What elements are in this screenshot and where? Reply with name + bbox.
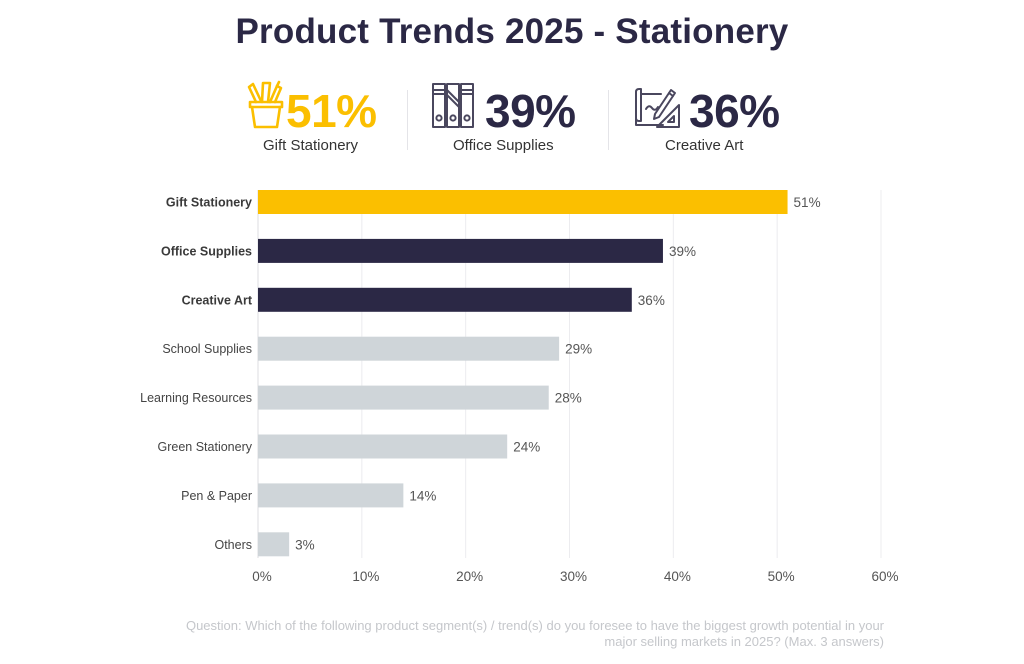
category-label: Gift Stationery bbox=[166, 196, 252, 210]
footnote: Question: Which of the following product… bbox=[124, 618, 884, 650]
page-title: Product Trends 2025 - Stationery bbox=[235, 12, 789, 51]
data-label: 29% bbox=[565, 342, 592, 357]
bar bbox=[258, 287, 632, 312]
x-tick-label: 20% bbox=[456, 569, 483, 584]
data-label: 24% bbox=[513, 440, 540, 455]
x-tick-label: 30% bbox=[560, 569, 587, 584]
kpi-value: 39% bbox=[485, 85, 576, 137]
bar bbox=[258, 434, 508, 459]
data-label: 51% bbox=[794, 195, 821, 210]
kpi-value: 51% bbox=[286, 85, 377, 137]
data-label: 14% bbox=[409, 488, 436, 503]
category-label: Others bbox=[214, 538, 252, 552]
x-tick-label: 10% bbox=[352, 569, 379, 584]
bar bbox=[258, 190, 788, 214]
footnote-line-1: Question: Which of the following product… bbox=[185, 618, 884, 633]
binders-icon bbox=[432, 83, 474, 128]
data-label: 39% bbox=[669, 244, 696, 259]
kpi-label: Office Supplies bbox=[453, 137, 554, 154]
kpi-office-supplies: 39% Office Supplies bbox=[430, 78, 600, 158]
x-tick-label: 60% bbox=[871, 569, 898, 584]
x-tick-label: 0% bbox=[252, 569, 272, 584]
bar bbox=[258, 483, 404, 508]
data-label: 28% bbox=[555, 391, 582, 406]
category-label: Green Stationery bbox=[158, 440, 253, 454]
category-label: Creative Art bbox=[182, 293, 253, 307]
data-label: 36% bbox=[638, 293, 665, 308]
kpi-value: 36% bbox=[689, 85, 780, 137]
bar bbox=[258, 336, 560, 361]
bar bbox=[258, 532, 290, 557]
bar bbox=[258, 385, 549, 410]
kpi-gift-stationery: 51% Gift Stationery bbox=[246, 78, 396, 158]
kpi-label: Gift Stationery bbox=[263, 137, 359, 154]
divider bbox=[407, 90, 408, 150]
x-tick-label: 40% bbox=[664, 569, 691, 584]
kpi-label: Creative Art bbox=[665, 137, 744, 154]
x-tick-label: 50% bbox=[768, 569, 795, 584]
drawing-tools-icon bbox=[635, 88, 680, 128]
category-label: Office Supplies bbox=[161, 244, 252, 258]
category-label: School Supplies bbox=[162, 342, 252, 356]
category-label: Learning Resources bbox=[140, 391, 252, 405]
pencil-cup-icon bbox=[247, 80, 284, 129]
kpi-creative-art: 36% Creative Art bbox=[633, 78, 803, 158]
divider bbox=[608, 90, 609, 150]
footnote-line-2: major selling markets in 2025? (Max. 3 a… bbox=[604, 634, 884, 649]
data-label: 3% bbox=[295, 537, 315, 552]
bar bbox=[258, 238, 663, 263]
category-label: Pen & Paper bbox=[181, 489, 252, 503]
